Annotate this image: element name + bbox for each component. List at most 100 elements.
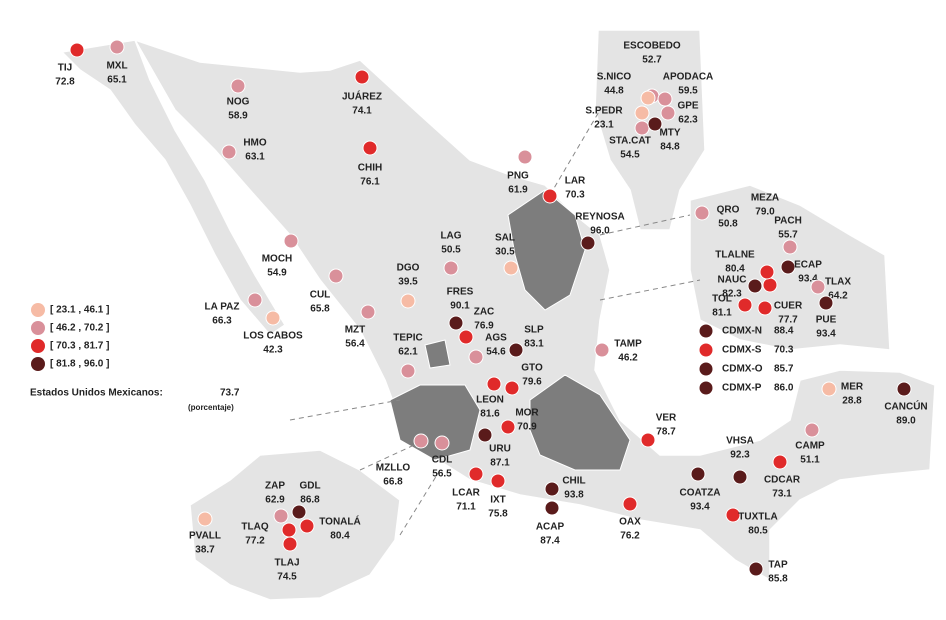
city-marker: [517, 149, 533, 165]
city-name: CDMX-P: [722, 383, 762, 394]
connector: [289, 109, 701, 536]
city-name: URU: [489, 444, 511, 455]
region: [424, 339, 451, 369]
city-value: 70.3: [565, 190, 585, 201]
city-value: 30.5: [495, 247, 515, 258]
city-marker: [283, 233, 299, 249]
city-value: 78.7: [656, 427, 676, 438]
city-name: QRO: [717, 205, 740, 216]
city-value: 56.5: [432, 469, 452, 480]
city-name: GPE: [677, 101, 698, 112]
city-value: 93.4: [690, 502, 710, 513]
city-marker: [468, 466, 484, 482]
region: [389, 384, 481, 461]
city-name: CAMP: [795, 441, 825, 452]
city-marker: [640, 432, 656, 448]
city-marker: [698, 380, 714, 396]
city-name: MZLLO: [376, 463, 411, 474]
city-value: 88.4: [774, 326, 794, 337]
city-name: GTO: [521, 363, 543, 374]
city-name: JUÁREZ: [342, 90, 382, 103]
city-name: OAX: [619, 517, 641, 528]
city-value: 86.0: [774, 383, 794, 394]
city-marker: [291, 504, 307, 520]
city-value: 80.5: [748, 526, 768, 537]
city-value: 74.5: [277, 572, 297, 583]
legend-swatch: [31, 357, 45, 371]
city-name: PUE: [816, 315, 837, 326]
city-name: TAP: [768, 560, 788, 571]
city-name: TAMP: [614, 339, 642, 350]
city-name: COATZA: [680, 488, 721, 499]
city-name: LEON: [476, 395, 504, 406]
city-name: MOR: [515, 408, 539, 419]
city-name: GDL: [299, 481, 320, 492]
city-value: 75.8: [488, 509, 508, 520]
city-value: 87.4: [540, 536, 560, 547]
city-value: 66.8: [383, 477, 403, 488]
legend-swatch: [31, 339, 45, 353]
region: [529, 374, 631, 471]
city-value: 39.5: [398, 277, 418, 288]
city-marker: [762, 277, 778, 293]
city-name: CDMX-O: [722, 364, 763, 375]
city-marker: [197, 511, 213, 527]
city-value: 70.9: [517, 422, 537, 433]
city-name: MOCH: [262, 254, 293, 265]
city-value: 82.3: [722, 289, 742, 300]
city-value: 70.3: [774, 345, 794, 356]
city-name: PACH: [774, 216, 802, 227]
city-value: 55.7: [778, 230, 798, 241]
city-name: PNG: [507, 171, 529, 182]
city-value: 61.9: [508, 185, 528, 196]
city-marker: [772, 454, 788, 470]
city-value: 62.3: [678, 115, 698, 126]
city-marker: [690, 466, 706, 482]
city-name: ZAC: [474, 307, 495, 318]
city-name: PVALL: [189, 531, 221, 542]
city-value: 80.4: [725, 264, 745, 275]
city-name: S.PEDR: [585, 106, 623, 117]
city-marker: [780, 259, 796, 275]
city-value: 81.6: [480, 409, 500, 420]
legend-label: [ 46.2 , 70.2 ]: [50, 323, 109, 334]
city-marker: [580, 235, 596, 251]
city-name: NOG: [227, 97, 250, 108]
legend-swatch: [31, 321, 45, 335]
land: [133, 38, 936, 582]
city-value: 76.2: [620, 531, 640, 542]
city-name: SAL: [495, 233, 515, 244]
city-marker: [281, 522, 297, 538]
city-marker: [660, 105, 676, 121]
land: [60, 39, 287, 336]
city-value: 89.0: [896, 416, 916, 427]
city-marker: [542, 188, 558, 204]
city-value: 93.4: [816, 329, 836, 340]
city-value: 62.9: [265, 495, 285, 506]
city-marker: [698, 361, 714, 377]
city-marker: [69, 42, 85, 58]
city-marker: [221, 144, 237, 160]
city-marker: [698, 323, 714, 339]
city-marker: [748, 561, 764, 577]
city-marker: [265, 310, 281, 326]
city-marker: [282, 536, 298, 552]
city-value: 44.8: [604, 86, 624, 97]
city-marker: [694, 205, 710, 221]
city-name: TUXTLA: [738, 512, 777, 523]
city-marker: [273, 508, 289, 524]
city-marker: [732, 469, 748, 485]
city-name: FRES: [447, 287, 474, 298]
city-marker: [737, 297, 753, 313]
city-name: CDMX-N: [722, 326, 762, 337]
city-name: MXL: [106, 61, 127, 72]
city-name: TOL: [712, 294, 732, 305]
city-marker: [354, 69, 370, 85]
city-marker: [544, 481, 560, 497]
city-name: REYNOSA: [575, 212, 624, 223]
city-value: 42.3: [263, 345, 283, 356]
city-marker: [594, 342, 610, 358]
city-value: 83.1: [524, 339, 544, 350]
city-value: 52.7: [642, 55, 662, 66]
city-value: 65.1: [107, 75, 127, 86]
